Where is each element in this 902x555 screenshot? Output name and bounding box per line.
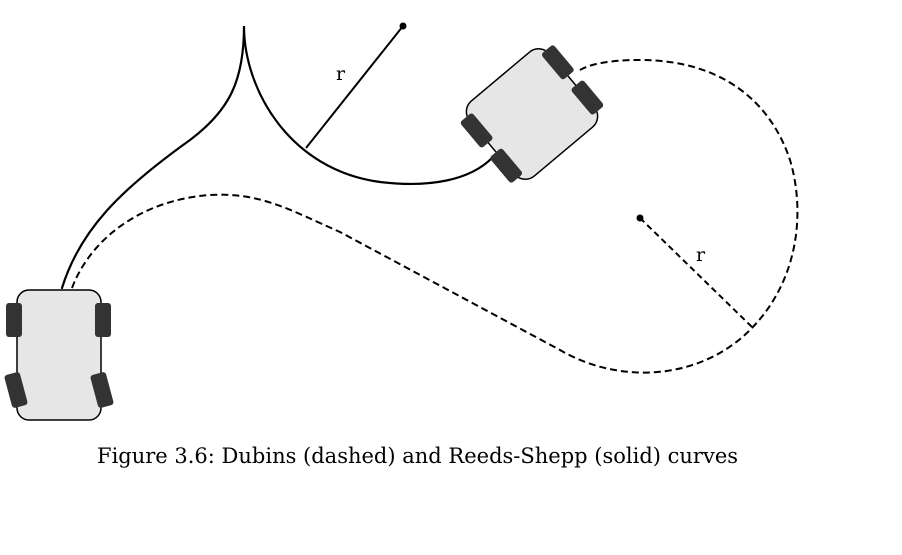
radius-center-solid [399,22,407,30]
start-car-wheel-rear-left [4,372,28,408]
goal-car-body [465,48,599,180]
start-car-wheel-front-right [95,303,111,337]
goal-car [460,45,604,183]
dubins-curve [71,58,799,374]
start-car-body [16,289,102,421]
radius-line-solid [305,25,404,149]
goal-car-wheel-4 [571,80,604,115]
goal-car-wheel-2 [490,148,523,183]
start-car-wheel-rear-right [90,372,114,408]
radius-label-dashed: r [696,244,706,266]
goal-car-wheel-1 [460,113,493,148]
start-car [4,289,114,421]
radius-line-dashed [639,217,753,328]
figure-caption: Figure 3.6: Dubins (dashed) and Reeds-Sh… [97,444,739,468]
goal-car-wheel-3 [541,45,574,80]
start-car-wheel-front-left [6,303,22,337]
radius-center-dashed [636,214,644,222]
radius-label-solid: r [336,63,346,85]
reeds-shepp-curve [60,25,494,290]
